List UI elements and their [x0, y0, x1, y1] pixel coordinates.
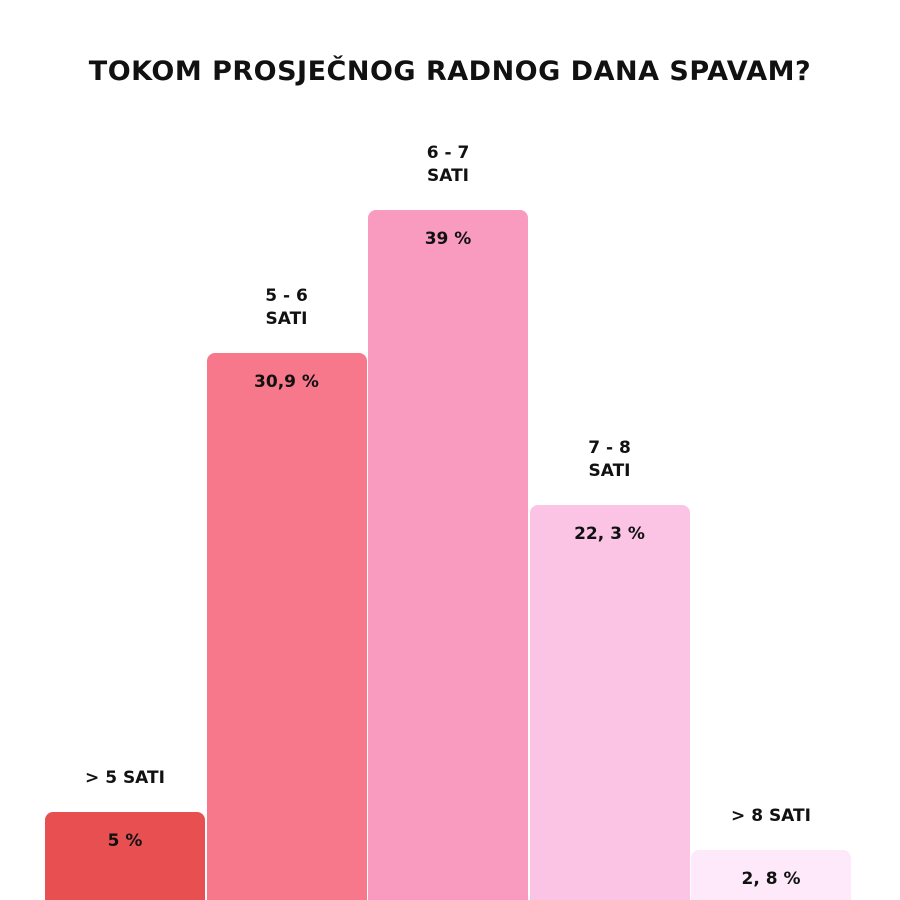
category-label: > 8 SATI: [731, 806, 811, 827]
value-label: 30,9 %: [254, 372, 319, 393]
value-label: 22, 3 %: [574, 524, 645, 545]
bar: [45, 811, 205, 900]
value-label: 2, 8 %: [741, 869, 801, 890]
bar: [529, 505, 690, 900]
chart-title: TOKOM PROSJEČNOG RADNOG DANA SPAVAM?: [88, 56, 812, 87]
bar: [206, 353, 367, 900]
category-label: 7 - 8 SATI: [588, 438, 631, 482]
category-label: > 5 SATI: [85, 767, 165, 788]
category-label: 5 - 6 SATI: [265, 286, 308, 330]
value-label: 5 %: [107, 830, 143, 851]
bar: [691, 850, 851, 900]
category-label: 6 - 7 SATI: [426, 143, 470, 186]
bar: [368, 210, 528, 900]
value-label: 39 %: [424, 229, 472, 249]
